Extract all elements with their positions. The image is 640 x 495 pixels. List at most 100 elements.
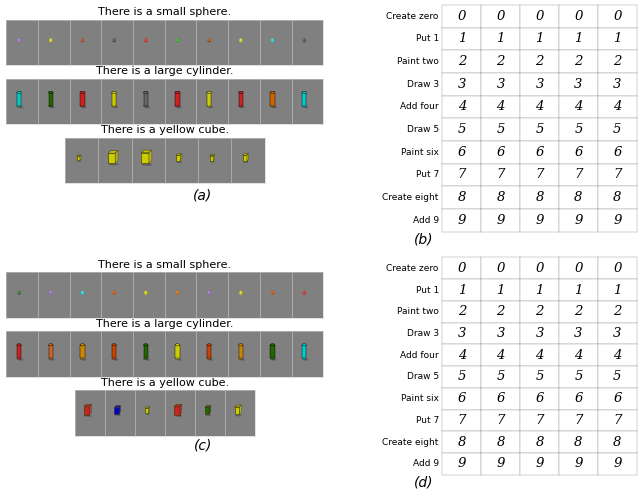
Text: 5: 5: [497, 370, 505, 384]
Ellipse shape: [112, 344, 116, 346]
Ellipse shape: [302, 105, 307, 107]
Ellipse shape: [143, 105, 148, 107]
Text: 6: 6: [497, 392, 505, 405]
Ellipse shape: [82, 359, 87, 361]
Bar: [302, 93, 307, 106]
Text: 7: 7: [536, 168, 544, 182]
Text: (b): (b): [414, 233, 434, 247]
Ellipse shape: [141, 164, 152, 166]
Ellipse shape: [177, 359, 182, 361]
Text: 9: 9: [536, 214, 544, 227]
Circle shape: [208, 292, 210, 294]
Text: 3: 3: [574, 78, 582, 91]
Text: 7: 7: [458, 168, 466, 182]
Text: 3: 3: [536, 78, 544, 91]
Ellipse shape: [205, 414, 211, 416]
Text: Put 1: Put 1: [415, 286, 439, 295]
Bar: [115, 407, 119, 414]
Polygon shape: [84, 404, 92, 406]
Ellipse shape: [112, 357, 116, 359]
Text: 6: 6: [458, 392, 466, 405]
Bar: [205, 407, 209, 414]
Bar: [270, 345, 275, 358]
Text: 3: 3: [497, 78, 505, 91]
Text: 6: 6: [574, 392, 582, 405]
Ellipse shape: [17, 357, 21, 359]
Text: 3: 3: [613, 327, 621, 340]
Ellipse shape: [145, 106, 150, 108]
Text: (a): (a): [193, 189, 212, 202]
Ellipse shape: [77, 161, 81, 162]
Text: 3: 3: [458, 78, 466, 91]
Ellipse shape: [80, 91, 84, 94]
Polygon shape: [119, 405, 120, 414]
Polygon shape: [243, 154, 248, 155]
Text: 4: 4: [458, 349, 466, 362]
Polygon shape: [235, 405, 241, 407]
Text: 0: 0: [458, 10, 466, 23]
Bar: [239, 93, 243, 106]
Ellipse shape: [239, 357, 243, 359]
Polygon shape: [108, 150, 118, 153]
Polygon shape: [115, 405, 120, 407]
Ellipse shape: [50, 359, 55, 361]
Ellipse shape: [17, 91, 21, 94]
Bar: [17, 345, 21, 358]
Text: 6: 6: [613, 392, 621, 405]
Text: 8: 8: [458, 191, 466, 204]
Polygon shape: [80, 155, 81, 160]
Text: 1: 1: [613, 284, 621, 297]
Ellipse shape: [49, 105, 53, 107]
Circle shape: [208, 39, 210, 42]
Text: There is a large cylinder.: There is a large cylinder.: [96, 66, 234, 76]
Circle shape: [113, 39, 115, 42]
Ellipse shape: [175, 357, 180, 359]
Circle shape: [18, 292, 20, 294]
Circle shape: [177, 39, 179, 42]
Text: 2: 2: [613, 55, 621, 68]
Bar: [207, 93, 211, 106]
Bar: [143, 345, 148, 358]
Text: 5: 5: [458, 370, 466, 384]
Ellipse shape: [243, 162, 249, 163]
Ellipse shape: [115, 414, 121, 416]
Ellipse shape: [17, 105, 21, 107]
Text: 8: 8: [613, 436, 621, 448]
Text: Create eight: Create eight: [383, 438, 439, 446]
Polygon shape: [180, 404, 182, 415]
Text: Paint six: Paint six: [401, 148, 439, 157]
Ellipse shape: [84, 415, 92, 417]
Text: 8: 8: [613, 191, 621, 204]
Text: 9: 9: [497, 457, 505, 470]
Text: 9: 9: [574, 214, 582, 227]
Bar: [49, 345, 53, 358]
Text: 5: 5: [536, 123, 544, 136]
Ellipse shape: [145, 414, 150, 415]
Bar: [209, 155, 213, 160]
Bar: [239, 345, 243, 358]
Text: 7: 7: [613, 168, 621, 182]
Text: 2: 2: [574, 55, 582, 68]
Text: Draw 5: Draw 5: [406, 125, 439, 134]
Text: 7: 7: [536, 414, 544, 427]
Text: 6: 6: [574, 146, 582, 159]
Text: 5: 5: [613, 370, 621, 384]
Text: 4: 4: [574, 349, 582, 362]
Bar: [302, 345, 307, 358]
Bar: [141, 153, 148, 163]
Circle shape: [113, 292, 115, 294]
Polygon shape: [174, 404, 182, 406]
Text: There is a yellow cube.: There is a yellow cube.: [100, 378, 229, 388]
Bar: [80, 93, 84, 106]
Text: 6: 6: [497, 146, 505, 159]
Text: 4: 4: [574, 100, 582, 113]
Circle shape: [303, 292, 305, 294]
Ellipse shape: [303, 106, 308, 108]
Text: 2: 2: [497, 305, 505, 318]
Text: There is a large cylinder.: There is a large cylinder.: [96, 319, 234, 329]
Text: 5: 5: [574, 370, 582, 384]
Ellipse shape: [175, 105, 180, 107]
Text: 2: 2: [458, 55, 466, 68]
Ellipse shape: [207, 357, 211, 359]
Text: 9: 9: [497, 214, 505, 227]
